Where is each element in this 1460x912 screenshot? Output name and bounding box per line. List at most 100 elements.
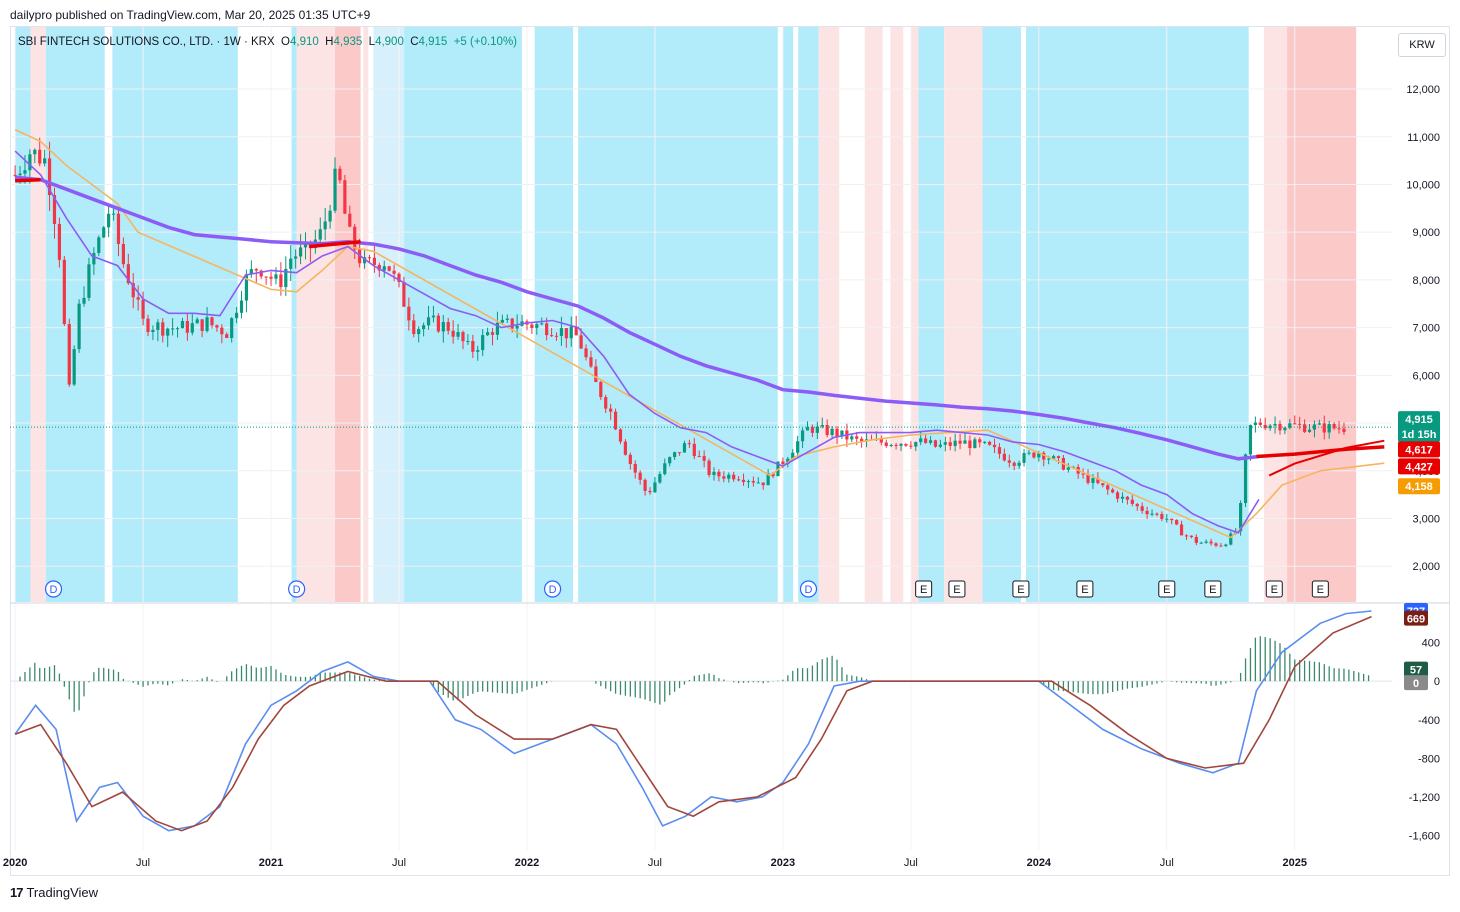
candle-body	[461, 332, 465, 342]
candle-body	[825, 424, 829, 436]
candle-body	[732, 474, 736, 480]
candle-body	[215, 325, 219, 328]
candle-body	[171, 328, 175, 330]
candle-body	[451, 330, 455, 337]
candle-body	[1243, 454, 1248, 504]
candle-body	[1012, 462, 1016, 466]
candle-body	[692, 443, 696, 457]
symbol-legend: SBI FINTECH SOLUTIONS CO., LTD. · 1W · K…	[18, 36, 517, 48]
regime-band	[30, 27, 46, 602]
candle-body	[855, 436, 859, 439]
candle-body	[230, 318, 234, 339]
candle-body	[1051, 456, 1056, 459]
symbol-name: SBI FINTECH SOLUTIONS CO., LTD. · 1W · K…	[18, 36, 275, 48]
candle-body	[988, 441, 992, 445]
candle-body	[899, 443, 903, 446]
candle-body	[72, 349, 76, 385]
dividend-marker-label: D	[50, 584, 58, 596]
candle-body	[830, 428, 834, 436]
regime-band	[982, 27, 1021, 602]
candle-body	[397, 273, 401, 283]
candle-body	[1283, 427, 1287, 431]
time-axis-label: Jul	[392, 857, 406, 869]
candle-body	[1219, 545, 1223, 547]
candle-body	[1125, 496, 1130, 500]
candle-body	[564, 328, 568, 339]
candle-body	[796, 441, 800, 453]
candle-body	[136, 297, 140, 300]
candle-body	[850, 436, 854, 440]
candle-body	[530, 324, 534, 328]
candle-body	[884, 442, 888, 447]
earnings-marker	[1204, 580, 1222, 598]
candle-body	[446, 322, 450, 331]
candle-body	[77, 303, 81, 350]
earnings-marker-label: E	[1081, 584, 1088, 596]
candle-body	[978, 439, 982, 443]
candle-body	[687, 443, 691, 445]
time-axis-label: Jul	[904, 857, 918, 869]
candle-body	[116, 213, 121, 244]
regime-band	[1264, 27, 1288, 602]
candle-body	[1106, 485, 1110, 490]
candle-body	[422, 325, 426, 330]
candle-body	[417, 329, 421, 335]
macd-tag: 669	[1407, 614, 1425, 626]
regime-band	[1026, 27, 1249, 602]
candle-body	[495, 322, 500, 335]
candle-body	[407, 306, 411, 321]
regime-band	[890, 27, 904, 602]
candle-body	[1120, 496, 1125, 499]
candle-body	[367, 257, 372, 259]
candle-body	[190, 323, 194, 333]
candle-body	[983, 441, 987, 443]
high-value: 4,935	[333, 36, 363, 48]
candle-body	[1302, 424, 1307, 432]
candle-body	[161, 322, 165, 336]
candle-body	[1056, 456, 1061, 459]
earnings-marker	[1076, 580, 1094, 598]
chart-frame	[10, 26, 1450, 876]
candle-body	[746, 481, 751, 483]
candle-body	[274, 274, 278, 279]
candle-body	[623, 441, 628, 455]
price-axis-label: 12,000	[1406, 84, 1440, 96]
candle-body	[87, 264, 91, 298]
moving-averages	[10, 128, 1392, 539]
tradingview-logo[interactable]: 17 TradingView	[10, 885, 98, 900]
candle-body	[1155, 513, 1159, 515]
candle-body	[1091, 478, 1095, 483]
candle-body	[1263, 424, 1267, 429]
candle-body	[1253, 422, 1257, 425]
open-value: 4,910	[290, 36, 319, 48]
candle-body	[589, 357, 593, 367]
candle-body	[722, 476, 726, 479]
candle-body	[62, 259, 66, 325]
currency-button[interactable]: KRW	[1398, 33, 1446, 57]
candle-body	[628, 454, 632, 464]
ma-fast-line	[14, 150, 1260, 534]
time-axis-label: 2025	[1283, 857, 1307, 869]
candle-body	[33, 149, 37, 155]
candle-body	[141, 299, 145, 319]
candle-body	[1111, 489, 1115, 493]
dividend-marker-label: D	[805, 584, 813, 596]
earnings-marker-label: E	[953, 584, 960, 596]
candle-body	[220, 327, 224, 335]
candle-body	[889, 444, 893, 447]
regime-band	[112, 27, 238, 602]
candle-body	[264, 276, 268, 278]
candle-body	[545, 323, 549, 336]
candle-body	[1150, 513, 1154, 515]
candle-body	[372, 257, 376, 265]
low-label: L	[368, 36, 376, 48]
candle-body	[953, 440, 957, 446]
candle-body	[97, 237, 101, 253]
candle-body	[1199, 542, 1203, 544]
candle-body	[1204, 541, 1208, 543]
candle-body	[781, 461, 785, 464]
candle-body	[1066, 467, 1070, 470]
candle-body	[18, 173, 22, 176]
